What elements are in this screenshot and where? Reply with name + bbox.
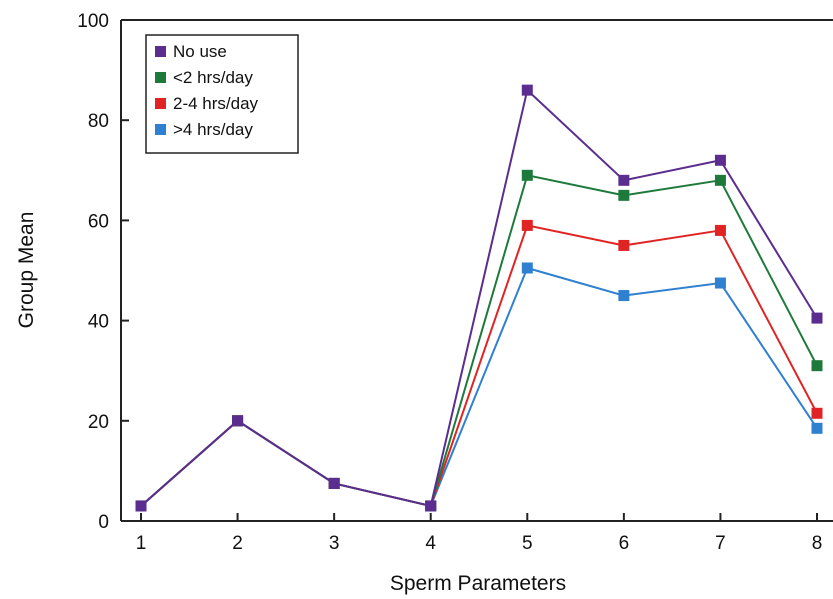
series-2 xyxy=(135,219,823,512)
x-ticks: 1 2 3 4 5 6 7 8 xyxy=(136,513,823,554)
data-point xyxy=(811,312,823,324)
y-axis-title: Group Mean xyxy=(15,212,38,329)
series-line xyxy=(140,88,818,508)
x-tick-label: 5 xyxy=(522,533,533,554)
data-point xyxy=(811,422,823,434)
legend-swatch xyxy=(155,72,166,83)
data-point xyxy=(618,290,630,302)
legend-box xyxy=(145,34,299,154)
legend-label: <2 hrs/day xyxy=(173,68,253,87)
series-line xyxy=(140,174,818,508)
y-tick-label: 20 xyxy=(88,412,109,433)
series-line xyxy=(140,224,818,508)
data-point xyxy=(425,500,437,512)
legend-swatch xyxy=(155,46,166,57)
y-tick-label: 100 xyxy=(77,11,109,32)
series-layer xyxy=(135,84,823,512)
x-axis-title: Sperm Parameters xyxy=(390,572,566,595)
data-point xyxy=(618,174,630,186)
y-ticks: 0 20 40 60 80 100 xyxy=(77,11,129,533)
y-tick-label: 80 xyxy=(88,111,109,132)
x-tick-label: 4 xyxy=(425,533,436,554)
legend-label: No use xyxy=(173,42,227,61)
x-tick-label: 1 xyxy=(136,533,147,554)
legend-label: 2-4 hrs/day xyxy=(173,94,259,113)
series-1 xyxy=(135,169,823,512)
legend-swatch xyxy=(155,98,166,109)
legend: No use <2 hrs/day 2-4 hrs/day >4 hrs/day xyxy=(145,34,299,154)
legend-swatch xyxy=(155,124,166,135)
data-point xyxy=(521,219,533,231)
x-tick-label: 3 xyxy=(329,533,340,554)
y-tick-label: 40 xyxy=(88,312,109,333)
data-point xyxy=(714,154,726,166)
data-point xyxy=(714,277,726,289)
data-point xyxy=(618,189,630,201)
y-tick-label: 60 xyxy=(88,211,109,232)
data-point xyxy=(232,415,244,427)
data-point xyxy=(714,174,726,186)
data-point xyxy=(328,477,340,489)
data-point xyxy=(521,169,533,181)
data-point xyxy=(521,262,533,274)
legend-label: >4 hrs/day xyxy=(173,120,253,139)
x-tick-label: 6 xyxy=(619,533,630,554)
data-point xyxy=(521,84,533,96)
x-tick-label: 2 xyxy=(232,533,243,554)
data-point xyxy=(135,500,147,512)
x-tick-label: 8 xyxy=(812,533,823,554)
data-point xyxy=(811,407,823,419)
y-tick-label: 0 xyxy=(98,512,109,533)
series-0 xyxy=(135,84,823,512)
x-tick-label: 7 xyxy=(715,533,726,554)
data-point xyxy=(714,224,726,236)
data-point xyxy=(811,360,823,372)
series-line xyxy=(140,266,818,508)
axes xyxy=(120,19,833,522)
data-point xyxy=(618,239,630,251)
